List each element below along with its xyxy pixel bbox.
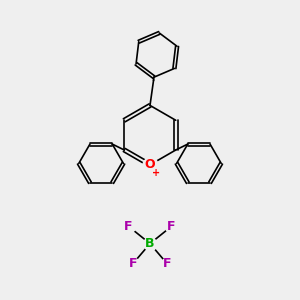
Text: O: O bbox=[145, 158, 155, 171]
Text: F: F bbox=[124, 220, 133, 233]
Text: +: + bbox=[152, 168, 160, 178]
Text: F: F bbox=[167, 220, 176, 233]
Text: F: F bbox=[128, 257, 137, 270]
Text: F: F bbox=[163, 257, 172, 270]
Text: B: B bbox=[145, 237, 155, 250]
